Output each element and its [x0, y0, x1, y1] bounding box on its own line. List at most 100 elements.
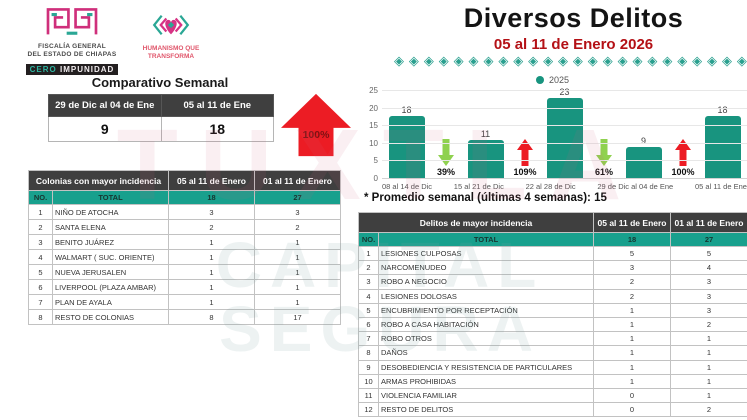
row-range-value-cell: 1	[254, 279, 342, 295]
gridline	[382, 90, 747, 91]
row-range-value-cell: 3	[670, 288, 747, 304]
delitos-total-range: 27	[670, 232, 747, 247]
colonias-total-week: 18	[168, 190, 256, 205]
legend-dot-icon	[535, 76, 544, 84]
delitos-total-label: TOTAL	[378, 232, 594, 247]
row-range-value-cell: 1	[670, 359, 747, 375]
delitos-table: Delitos de mayor incidencia 05 al 11 de …	[358, 212, 747, 418]
page-title: Diversos Delitos	[463, 3, 684, 33]
row-range-value-cell: 4	[670, 260, 747, 276]
row-week-value-cell: 3	[168, 204, 256, 220]
row-range-value-cell: 1	[254, 234, 342, 250]
row-name-cell: VIOLENCIA FAMILIAR	[378, 387, 594, 404]
fiscalia-name-line2: DEL ESTADO DE CHIAPAS	[27, 51, 117, 59]
diamond-icon: ◈	[647, 53, 658, 68]
row-week-value-cell: 8	[168, 309, 256, 325]
row-number-cell: 12	[358, 402, 379, 418]
humanismo-heart-icon	[149, 14, 193, 43]
row-name-cell: ROBO OTROS	[378, 331, 594, 347]
diamond-icon: ◈	[498, 53, 509, 68]
row-week-value-cell: 1	[168, 249, 256, 265]
table-row: 5 NUEVA JERUSALEN 1 1	[28, 264, 342, 280]
colonias-table: Colonias con mayor incidencia 05 al 11 d…	[27, 170, 342, 325]
row-number-cell: 6	[28, 279, 53, 295]
table-row: 7 ROBO OTROS 1 1	[358, 331, 747, 347]
row-name-cell: NIÑO DE ATOCHA	[51, 204, 170, 220]
row-name-cell: SANTA ELENA	[51, 219, 170, 235]
table-row: 8 RESTO DE COLONIAS 8 17	[28, 309, 342, 325]
table-row: 4 LESIONES DOLOSAS 2 3	[358, 288, 747, 304]
row-number-cell: 5	[358, 302, 379, 318]
bar	[625, 147, 662, 179]
comparativo-title: Comparativo Semanal	[91, 75, 229, 90]
row-name-cell: NUEVA JERUSALEN	[51, 264, 170, 280]
diamond-icon: ◈	[394, 53, 404, 68]
row-range-value-cell: 1	[670, 331, 747, 347]
table-row: 2 NARCOMENUDEO 3 4	[358, 260, 747, 276]
x-axis-gap	[576, 182, 598, 191]
table-row: 12 RESTO DE DELITOS 0 2	[358, 402, 747, 418]
table-row: 3 BENITO JUÁREZ 1 1	[28, 234, 342, 250]
row-name-cell: PLAN DE AYALA	[51, 294, 170, 310]
table-row: 10 ARMAS PROHIBIDAS 1 1	[358, 373, 747, 389]
change-pct-label: 109%	[513, 167, 537, 177]
delitos-range-header: 01 al 11 de Enero	[670, 212, 747, 233]
weekly-change-indicator: 100%	[281, 93, 351, 157]
chart-legend: 2025	[358, 74, 747, 86]
up-arrow-icon	[675, 139, 691, 166]
delitos-week-header: 05 al 11 de Enero	[593, 212, 671, 233]
bar-slot: 18	[382, 105, 431, 179]
x-axis-gap	[673, 182, 695, 191]
delitos-total-week: 18	[593, 232, 671, 247]
row-week-value-cell: 0	[593, 387, 671, 404]
badge-impunidad: IMPUNIDAD	[60, 65, 115, 75]
row-range-value-cell: 1	[254, 264, 342, 280]
row-number-cell: 11	[358, 387, 379, 404]
row-number-cell: 3	[28, 234, 53, 250]
fiscalia-logo: FISCALÍA GENERAL DEL ESTADO DE CHIAPAS C…	[24, 5, 120, 77]
row-name-cell: ENCUBRIMIENTO POR RECEPTACIÓN	[378, 302, 594, 318]
row-number-cell: 8	[358, 345, 379, 361]
row-week-value-cell: 3	[593, 260, 671, 276]
row-week-value-cell: 1	[168, 294, 256, 310]
colonias-range-header: 01 al 11 de Enero	[254, 170, 342, 191]
row-range-value-cell: 1	[670, 387, 747, 404]
down-arrow-icon	[596, 139, 612, 166]
change-indicator: 100%	[668, 139, 698, 179]
diamond-icon: ◈	[677, 53, 688, 68]
row-week-value-cell: 1	[593, 345, 671, 361]
row-range-value-cell: 5	[670, 245, 747, 262]
bar	[467, 140, 504, 179]
humanismo-logo: HUMANISMO QUE TRANSFORMA	[136, 5, 206, 61]
row-week-value-cell: 2	[593, 274, 671, 290]
colonias-week-header: 05 al 11 de Enero	[168, 170, 256, 191]
row-range-value-cell: 2	[670, 316, 747, 333]
diamond-icon: ◈	[587, 53, 598, 68]
x-axis-label: 15 al 21 de Dic	[453, 182, 504, 191]
diamond-icon: ◈	[617, 53, 628, 68]
row-name-cell: NARCOMENUDEO	[378, 260, 594, 276]
row-name-cell: DESOBEDIENCIA Y RESISTENCIA DE PARTICULA…	[378, 359, 594, 375]
humanismo-line2: TRANSFORMA	[147, 52, 195, 60]
chart-footnote: * Promedio semanal (últimas 4 semanas): …	[364, 192, 607, 204]
gridline	[382, 178, 747, 179]
gridline	[382, 125, 747, 127]
table-row: 6 LIVERPOOL (PLAZA AMBAR) 1 1	[28, 279, 342, 295]
diamond-icon: ◈	[453, 53, 464, 68]
y-axis-tick: 5	[373, 156, 378, 166]
row-range-value-cell: 3	[670, 302, 747, 318]
bar-value-label: 18	[717, 104, 728, 115]
badge-cero: CERO	[29, 65, 57, 75]
report-header: Diversos Delitos 05 al 11 de Enero 2026	[400, 3, 747, 53]
diamond-icon: ◈	[721, 53, 732, 68]
chart-plot-area: 18 39% 11 109% 23 61% 9 100% 18 0 5 10 15 20 25	[369, 86, 747, 183]
row-number-cell: 8	[28, 309, 53, 325]
row-week-value-cell: 2	[168, 219, 256, 235]
row-week-value-cell: 1	[593, 331, 671, 347]
row-range-value-cell: 1	[254, 249, 342, 265]
delitos-no-label: NO.	[358, 232, 379, 247]
x-axis-gap	[504, 182, 526, 191]
row-number-cell: 2	[28, 219, 53, 235]
row-number-cell: 3	[358, 274, 379, 290]
gridline	[382, 107, 747, 109]
